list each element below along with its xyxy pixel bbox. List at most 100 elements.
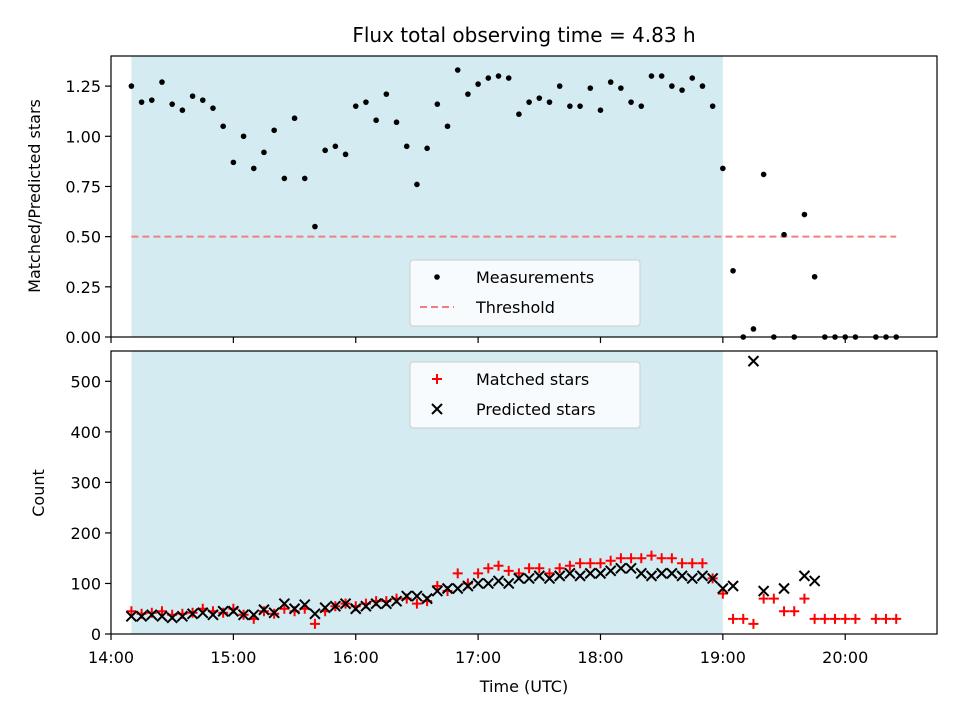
- matched-stars-point: [809, 613, 820, 624]
- matched-stars-point: [493, 560, 504, 571]
- predicted-stars-point: [248, 609, 260, 621]
- matched-stars-point: [524, 563, 535, 574]
- measurement-point: [199, 97, 206, 103]
- predicted-stars-point: [757, 585, 770, 597]
- predicted-stars-point: [482, 577, 495, 590]
- measurement-point: [148, 97, 155, 103]
- chart-title: Flux total observing time = 4.83 h: [352, 23, 695, 47]
- measurement-point: [709, 103, 716, 109]
- predicted-stars-point: [421, 592, 433, 605]
- measurement-point: [352, 103, 359, 109]
- matched-stars-point: [564, 560, 575, 571]
- x-tick-label: 19:00: [700, 648, 746, 667]
- predicted-stars-point: [431, 585, 444, 597]
- matched-stars-point: [595, 558, 606, 569]
- matched-stars-point: [432, 580, 443, 591]
- top-axes-frame: [110, 55, 938, 338]
- measurement-point: [403, 143, 410, 150]
- matched-stars-point: [840, 613, 851, 624]
- measurement-point: [383, 91, 390, 97]
- matched-stars-point: [768, 593, 779, 604]
- matched-stars-point: [126, 606, 137, 617]
- predicted-stars-point: [666, 567, 678, 580]
- predicted-stars-point: [176, 610, 189, 623]
- predicted-stars-point: [299, 598, 311, 611]
- measurement-point: [424, 145, 430, 152]
- x-tick-label: 14:00: [88, 648, 134, 667]
- measurement-point: [699, 83, 706, 89]
- legend-label: Measurements: [476, 268, 594, 287]
- matched-stars-point: [687, 558, 698, 569]
- top-y-tick-label: 0.00: [65, 328, 101, 347]
- predicted-stars-point: [717, 582, 729, 595]
- matched-stars-point: [646, 550, 657, 561]
- matched-stars-point: [544, 568, 555, 579]
- matched-stars-point: [850, 613, 861, 624]
- predicted-stars-point: [411, 590, 423, 602]
- measurement-point: [138, 99, 145, 105]
- predicted-stars-point: [696, 570, 709, 582]
- predicted-stars-point: [380, 597, 393, 610]
- matched-stars-point: [258, 606, 269, 617]
- x-tick-label: 15:00: [210, 648, 256, 667]
- bottom-y-axis-label: Count: [29, 469, 48, 517]
- predicted-stars-point: [513, 572, 525, 585]
- predicted-stars-point: [706, 572, 719, 585]
- predicted-stars-point: [452, 582, 464, 595]
- predicted-stars-point: [778, 582, 790, 595]
- predicted-stars-point: [350, 603, 362, 615]
- matched-stars-point: [575, 558, 586, 569]
- matched-stars-point: [728, 613, 739, 624]
- measurement-point: [628, 99, 634, 105]
- measurement-point: [271, 127, 277, 134]
- top-panel: 0.00 0.25 0.50 0.75 1.00 1.25 Measurements Thre…: [65, 55, 938, 347]
- matched-stars-point: [483, 563, 494, 574]
- measurement-point: [393, 119, 400, 126]
- top-y-axis-label: Matched/Predicted stars: [25, 99, 44, 293]
- bottom-y-tick-label: 300: [70, 473, 101, 492]
- predicted-stars-point: [390, 595, 403, 607]
- bottom-panel: 0 100 200 300 400 500 14:00 15:00 16:00 17:00 18:0…: [70, 350, 938, 667]
- predicted-stars-point: [207, 609, 219, 621]
- measurement-point: [750, 326, 757, 332]
- matched-stars-point: [309, 618, 320, 629]
- bottom-y-tick-label: 200: [70, 524, 101, 543]
- matched-stars-point: [830, 613, 841, 624]
- predicted-stars-point: [492, 575, 505, 587]
- bottom-y-tick-label: 400: [70, 423, 101, 442]
- top-y-tick-label: 0.50: [65, 228, 101, 247]
- measurement-point: [638, 103, 645, 109]
- predicted-stars-point: [502, 577, 515, 590]
- bottom-y-tick-label: 500: [70, 372, 101, 391]
- predicted-stars-point: [798, 570, 811, 582]
- predicted-stars-point: [523, 572, 535, 585]
- bottom-y-tick-label: 0: [91, 625, 101, 644]
- measurement-point: [240, 133, 247, 140]
- measurement-point: [210, 105, 216, 111]
- matched-stars-point: [615, 553, 626, 564]
- matched-stars-point: [156, 606, 167, 617]
- predicted-stars-point: [329, 600, 342, 612]
- matched-stars-point: [411, 598, 422, 609]
- predicted-stars-point: [574, 570, 586, 582]
- predicted-stars-point: [645, 570, 658, 582]
- predicted-stars-point: [564, 567, 576, 580]
- bottom-y-tick-label: 100: [70, 574, 101, 593]
- matched-stars-point: [503, 565, 514, 576]
- predicted-stars-point: [237, 609, 250, 621]
- measurement-point: [454, 67, 461, 73]
- measurement-point: [648, 73, 655, 79]
- measurement-point: [516, 111, 522, 118]
- measurement-point: [495, 73, 502, 79]
- predicted-stars-point: [553, 570, 566, 582]
- top-y-tick-label: 0.75: [65, 177, 101, 196]
- predicted-stars-point: [615, 562, 627, 575]
- predicted-stars-point: [655, 567, 668, 580]
- measurement-point: [567, 103, 573, 109]
- matched-stars-point: [534, 563, 545, 574]
- matched-stars-point: [677, 558, 688, 569]
- measurement-point: [781, 231, 787, 238]
- predicted-stars-point: [268, 607, 280, 619]
- top-y-tick-label: 0.25: [65, 278, 101, 297]
- measurement-point: [587, 85, 594, 91]
